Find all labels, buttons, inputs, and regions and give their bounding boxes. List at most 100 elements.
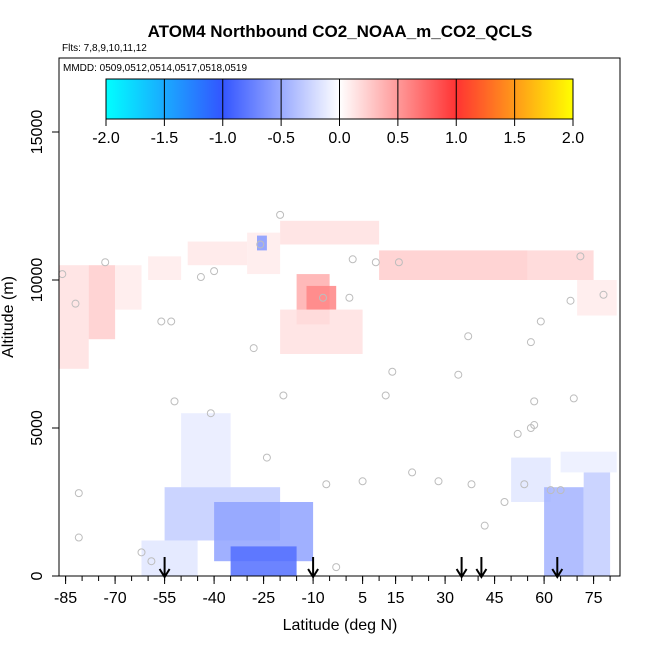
heatmap-cell-7	[280, 220, 380, 245]
heatmap-cell-21	[583, 472, 611, 576]
flight-arrow-3	[475, 557, 488, 579]
colorbar-tick-label: 1.5	[504, 130, 526, 147]
plot-frame	[58, 57, 621, 577]
y-tick-label: 15000	[29, 110, 46, 155]
sample-point-42	[546, 486, 555, 495]
colorbar-tick-label: 0.5	[387, 130, 409, 147]
sample-point-6	[147, 557, 156, 566]
sample-point-18	[319, 293, 327, 302]
y-axis-title: Altitude (m)	[0, 276, 17, 358]
sample-point-32	[467, 480, 476, 489]
sample-point-37	[526, 338, 535, 347]
x-tick-label: 60	[535, 590, 553, 607]
colorbar-tick-label: -1.5	[151, 130, 179, 147]
dates-label: MMDD: 0509,0512,0514,0517,0518,0519	[63, 63, 247, 74]
sample-point-40	[530, 421, 539, 430]
heatmap-cell-12	[527, 250, 594, 280]
colorbar-tick-label: 1.0	[445, 130, 467, 147]
sample-point-5	[137, 548, 146, 557]
sample-point-28	[408, 468, 417, 477]
x-tick-label: -25	[252, 590, 275, 607]
heatmap-cell-1	[88, 265, 116, 340]
heatmap-cell-3	[148, 256, 182, 280]
heatmap-cell-13	[577, 280, 617, 316]
sample-point-41	[536, 317, 545, 326]
sample-point-1	[71, 299, 80, 308]
sample-point-45	[569, 394, 578, 403]
sample-point-21	[345, 293, 354, 302]
sample-point-19	[322, 480, 331, 489]
sample-point-23	[358, 477, 367, 486]
sample-point-3	[74, 533, 83, 542]
sample-point-27	[394, 258, 403, 267]
colorbar-tick-label: -1.0	[209, 130, 237, 147]
flight-arrow-4	[551, 557, 564, 579]
flight-arrow-2	[455, 557, 468, 579]
sample-point-34	[500, 498, 509, 506]
chart-title: ATOM4 Northbound CO2_NOAA_m_CO2_QCLS	[148, 22, 533, 41]
x-axis: -85 -70 -55 -40 -25 -10 5 15 30 45 60 75	[54, 576, 611, 607]
sample-point-13	[249, 344, 258, 353]
sample-point-26	[388, 367, 397, 376]
x-tick-label: 5	[358, 590, 367, 607]
sample-point-36	[520, 480, 529, 489]
y-tick-label: 10000	[29, 258, 46, 303]
x-tick-label: -85	[54, 590, 77, 607]
heatmap-cell-20	[544, 487, 584, 576]
colorbar-tick-label: 0.0	[328, 130, 350, 147]
sample-point-2	[74, 489, 83, 498]
sample-point-11	[206, 409, 215, 418]
sample-point-16	[276, 210, 285, 219]
sample-point-12	[210, 267, 219, 276]
sample-point-43	[556, 486, 565, 495]
sample-point-46	[576, 252, 585, 261]
sample-point-30	[454, 370, 463, 379]
colorbar: -2.0 -1.5 -1.0 -0.5 0.0 0.5 1.0 1.5 2.0	[92, 78, 584, 147]
sample-point-31	[464, 332, 473, 341]
heatmap-cell-17	[230, 546, 297, 576]
heatmap-cell-4	[187, 241, 248, 266]
heatmap-cell-0	[59, 265, 89, 369]
y-axis: 0 5000 10000 15000	[29, 110, 59, 580]
x-tick-label: -70	[104, 590, 127, 607]
x-tick-label: 30	[436, 590, 454, 607]
x-tick-label: 75	[585, 590, 603, 607]
colorbar-tick-label: 2.0	[562, 130, 584, 147]
sample-point-33	[480, 521, 489, 530]
sample-point-8	[167, 317, 176, 326]
sample-point-47	[599, 290, 608, 299]
heatmap-cells	[59, 220, 617, 576]
colorbar-tick-label: -2.0	[92, 130, 120, 147]
sample-point-39	[530, 397, 539, 406]
heatmap-cell-10	[280, 309, 363, 354]
x-tick-label: -55	[153, 590, 176, 607]
sample-point-22	[348, 255, 357, 264]
sample-point-25	[381, 391, 390, 400]
colorbar-tick-label: -0.5	[267, 130, 295, 147]
sample-points	[58, 210, 608, 572]
x-tick-label: 45	[486, 590, 504, 607]
heatmap-cell-6	[257, 235, 267, 251]
sample-point-20	[332, 563, 341, 572]
sample-point-7	[157, 317, 166, 326]
sample-point-14	[256, 240, 265, 249]
sample-point-15	[262, 453, 271, 462]
sample-point-9	[170, 397, 179, 406]
flights-label: Flts: 7,8,9,10,11,12	[62, 43, 147, 54]
heatmap-cell-11	[379, 250, 528, 280]
sample-point-10	[196, 273, 205, 282]
y-tick-label: 0	[29, 571, 46, 580]
x-tick-label: -10	[302, 590, 325, 607]
heatmap-cell-9	[306, 285, 337, 310]
sample-point-29	[434, 477, 443, 486]
heatmap-cell-22	[560, 451, 617, 473]
y-tick-label: 5000	[29, 410, 46, 446]
sample-point-44	[566, 296, 575, 305]
heatmap-cell-14	[181, 413, 231, 488]
heatmap-cell-2	[115, 265, 142, 310]
x-tick-label: -40	[203, 590, 226, 607]
sample-point-35	[513, 429, 522, 438]
x-axis-title: Latitude (deg N)	[283, 617, 398, 634]
x-tick-label: 15	[387, 590, 405, 607]
